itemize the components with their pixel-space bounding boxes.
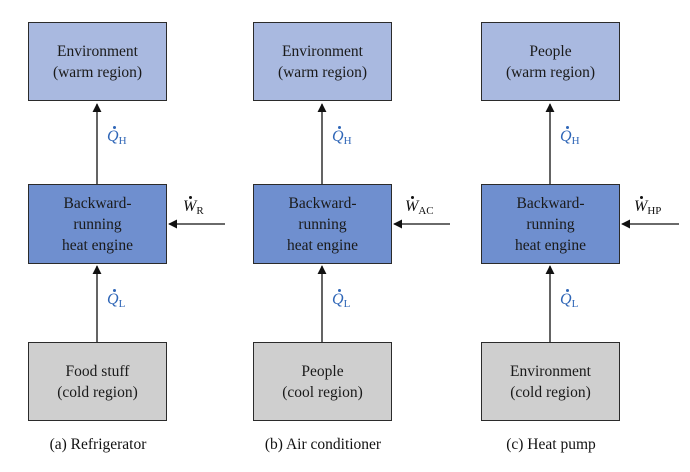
heat-label-top-b: QH xyxy=(332,128,352,147)
cold-region-box-a: Food stuff (cold region) xyxy=(28,342,167,421)
work-label-b: WAC xyxy=(405,198,434,217)
heat-label-top-c: QH xyxy=(560,128,580,147)
dot-work-a xyxy=(189,196,192,199)
heat-engine-box-c: Backward- running heat engine xyxy=(481,184,620,264)
warm-region-box-b: Environment (warm region) xyxy=(253,22,392,101)
heat-label-bottom-c: QL xyxy=(560,291,579,310)
heat-engine-box-b: Backward- running heat engine xyxy=(253,184,392,264)
heat-label-bottom-b: QL xyxy=(332,291,351,310)
dot-q-bottom-a xyxy=(113,289,116,292)
dot-q-bottom-c xyxy=(566,289,569,292)
heat-label-bottom-a: QL xyxy=(107,291,126,310)
cold-region-box-b: People (cool region) xyxy=(253,342,392,421)
dot-q-top-a xyxy=(113,126,116,129)
dot-q-top-c xyxy=(566,126,569,129)
dot-work-b xyxy=(411,196,414,199)
work-label-c: WHP xyxy=(634,198,662,217)
heat-engine-box-a: Backward- running heat engine xyxy=(28,184,167,264)
caption-c: (c) Heat pump xyxy=(506,436,596,453)
caption-a: (a) Refrigerator xyxy=(49,436,147,453)
heat-label-top-a: QH xyxy=(107,128,127,147)
work-label-a: WR xyxy=(183,198,204,217)
dot-q-top-b xyxy=(338,126,341,129)
warm-region-box-a: Environment (warm region) xyxy=(28,22,167,101)
warm-region-box-c: People (warm region) xyxy=(481,22,620,101)
dot-q-bottom-b xyxy=(338,289,341,292)
cold-region-box-c: Environment (cold region) xyxy=(481,342,620,421)
caption-b: (b) Air conditioner xyxy=(264,436,382,453)
dot-work-c xyxy=(640,196,643,199)
